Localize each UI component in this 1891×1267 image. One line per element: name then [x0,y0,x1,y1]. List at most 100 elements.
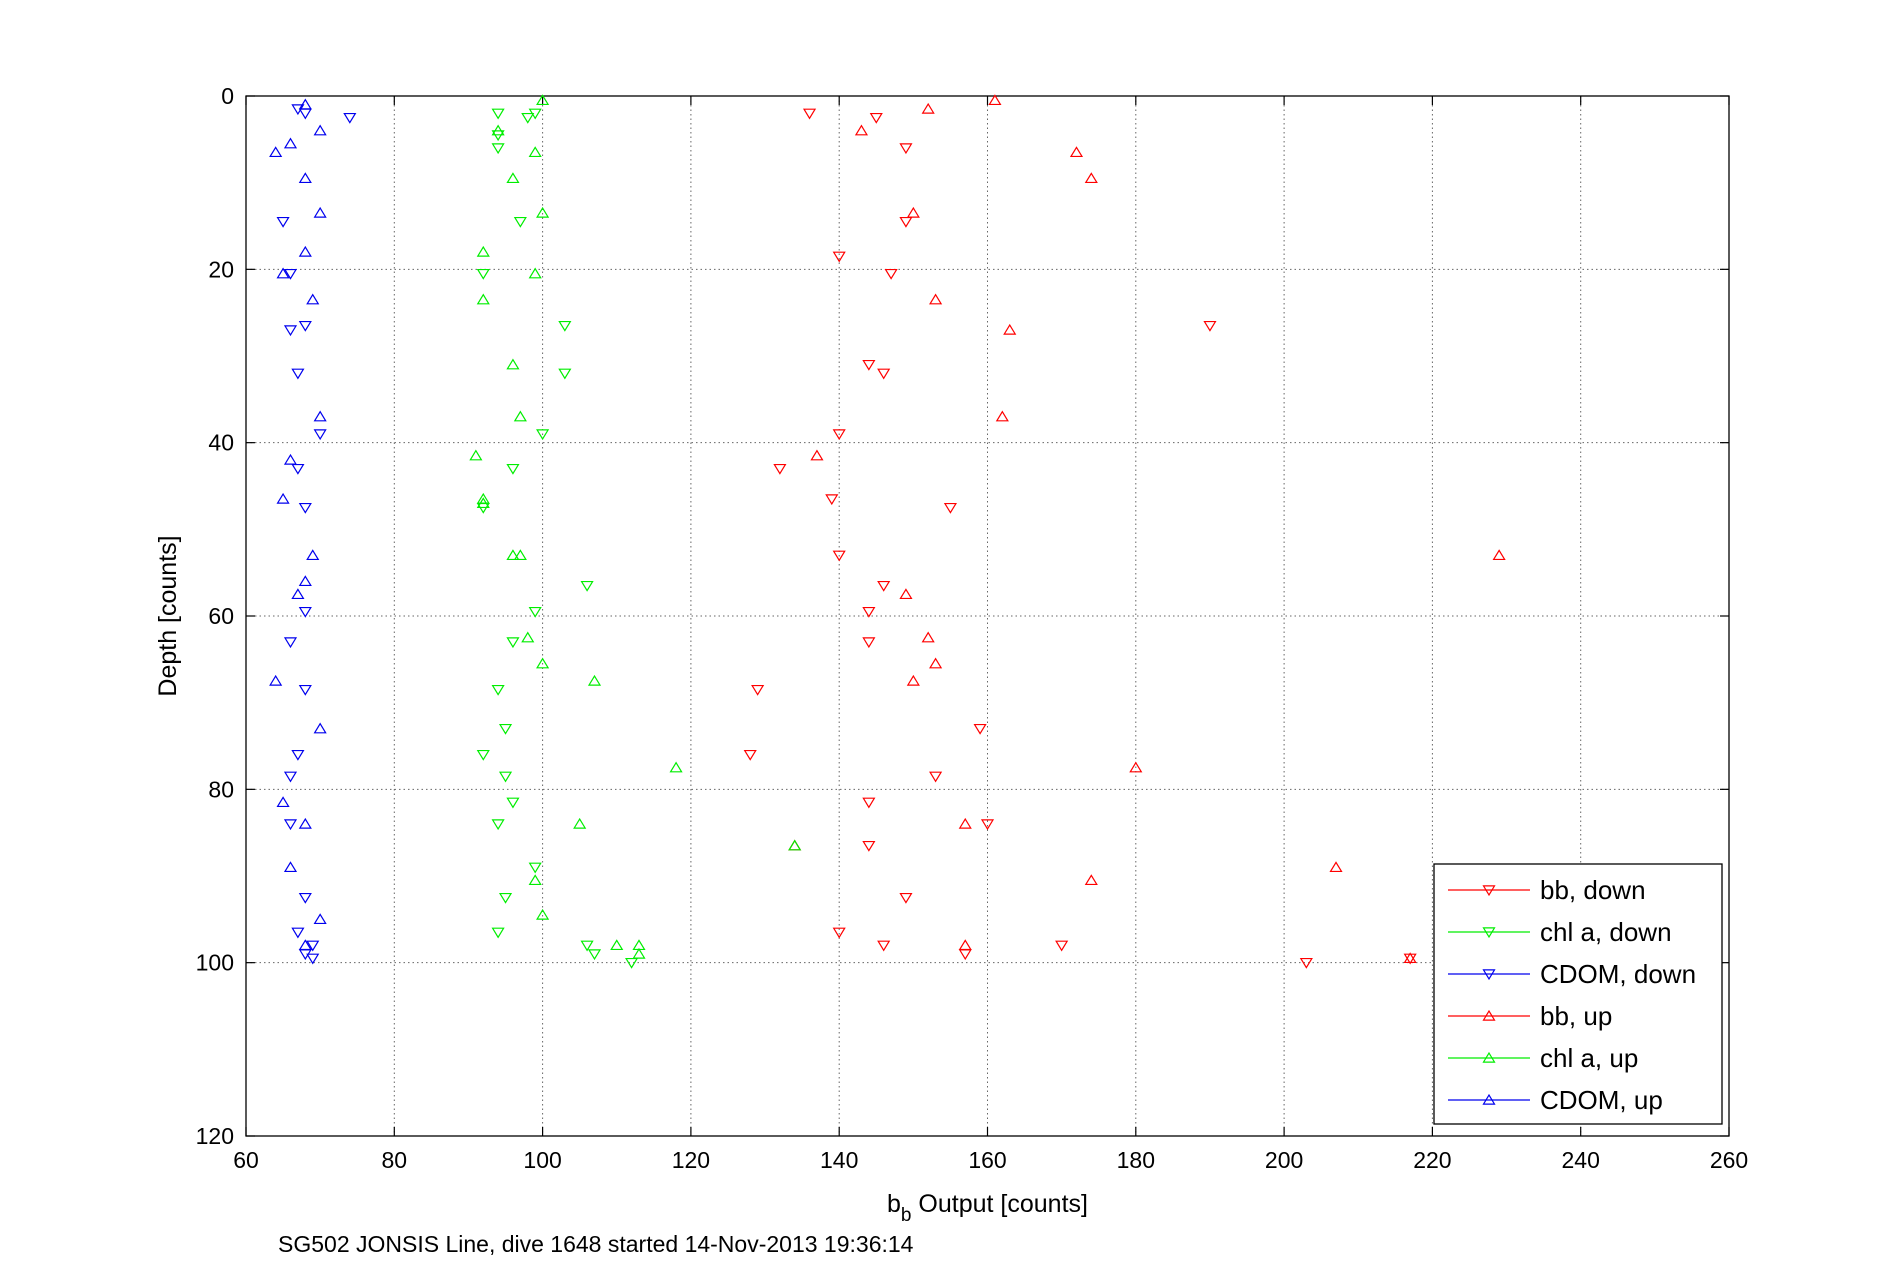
data-point [536,657,550,669]
data-point [298,684,312,696]
data-point [506,549,520,561]
x-axis-label-symbol: b [887,1190,901,1218]
data-point [921,631,935,643]
legend-entry: CDOM, up [1448,1085,1663,1115]
data-point [298,817,312,829]
data-point [988,94,1002,106]
data-point [491,108,505,120]
legend: bb, down chl a, down CDOM, down bb, up chl a… [1433,863,1723,1125]
data-point [476,749,490,761]
data-point [528,267,542,279]
data-point [1129,761,1143,773]
series-cdom-down [276,104,357,965]
data-point [306,549,320,561]
series-chl-a-down [476,108,639,969]
legend-label: CDOM, down [1540,959,1696,989]
data-point [536,94,550,106]
data-point [899,892,913,904]
data-point [536,429,550,441]
data-point [625,957,639,969]
data-point [1003,323,1017,335]
data-point [580,580,594,592]
y-tick-label: 60 [208,603,234,629]
data-point [491,684,505,696]
data-point [528,606,542,618]
data-point [862,637,876,649]
data-point [491,124,505,136]
x-axis-label-subscript: b [901,1205,912,1226]
data-point [587,674,602,686]
series-cdom-up [269,98,327,951]
data-point [298,575,312,587]
legend-swatch-marker [1482,927,1496,939]
legend-swatch-marker [1482,1093,1496,1105]
x-tick-label: 180 [1117,1147,1155,1173]
x-tick-label: 60 [233,1147,259,1173]
data-point [291,368,305,380]
data-point [283,637,298,649]
data-point [313,722,327,734]
legend-swatch-marker [1482,1051,1496,1063]
series-bb-down [743,108,1417,969]
legend-label: chl a, down [1540,917,1672,947]
x-tick-label: 160 [968,1147,1006,1173]
data-point [476,293,490,305]
data-point [491,927,505,939]
data-point [854,124,869,136]
data-point [906,206,920,218]
data-point [1492,549,1506,561]
legend-entry: chl a, up [1448,1043,1638,1073]
data-point [313,913,327,925]
data-point [506,172,520,184]
series-chl-a-up [469,94,802,959]
data-point [276,492,290,504]
data-point [773,463,787,475]
data-point [877,368,891,380]
data-point [558,368,572,380]
data-point [498,723,513,735]
data-point [521,112,535,124]
data-point [877,580,891,592]
x-axis-label: bb Output [counts] [887,1190,1088,1226]
data-point [283,268,298,280]
data-point [298,108,312,120]
data-point [632,947,646,959]
data-point [476,492,490,504]
data-point [1084,172,1098,184]
legend-label: chl a, up [1540,1043,1638,1073]
legend-entry: bb, up [1448,1001,1612,1031]
data-point [743,749,757,761]
data-point [958,949,972,961]
data-point [269,146,283,158]
data-point [276,796,290,808]
data-point [298,502,312,514]
legend-entries: bb, down chl a, down CDOM, down bb, up chl a… [1448,875,1696,1115]
data-point [313,410,327,422]
data-point [1403,952,1417,964]
axis-ticks: 60 80 100 120 140 160 180 200 220 240 260 0 20 40 60 80… [196,83,1749,1173]
data-point [298,939,312,951]
data-point [476,268,490,280]
legend-entry: CDOM, down [1448,959,1696,989]
data-point [832,251,846,263]
data-point [506,463,520,475]
data-point [536,908,550,920]
data-point [899,143,913,155]
data-point [862,359,876,371]
data-point [506,358,520,370]
y-axis-label: Depth [counts] [154,535,182,696]
data-point [306,940,320,952]
data-point [558,320,572,332]
data-point [276,216,290,228]
data-point [906,674,920,686]
series-bb-up [788,94,1506,964]
data-point [1055,940,1069,952]
data-point [536,206,550,218]
data-point [513,549,527,561]
data-point [825,494,839,506]
data-point [506,797,520,809]
data-point [283,325,298,337]
data-point [298,172,312,184]
legend-label: CDOM, up [1540,1085,1663,1115]
